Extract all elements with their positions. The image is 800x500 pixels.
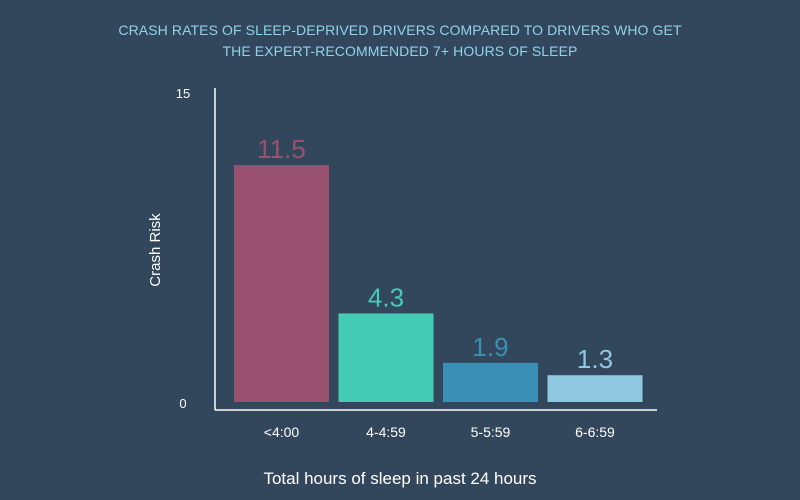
x-axis-label: Total hours of sleep in past 24 hours [263,469,536,488]
bar-1 [234,165,329,402]
y-tick-label-max: 15 [176,86,190,101]
x-tick-label-1: <4:00 [264,424,300,440]
bar-4 [547,375,643,402]
bars-group: 11.5 <4:00 4.3 4-4:59 1.9 5-5:59 1.3 6-6:59 [234,134,643,440]
x-tick-label-4: 6-6:59 [575,424,615,440]
chart-title: CRASH RATES OF SLEEP-DEPRIVED DRIVERS CO… [0,20,800,62]
bar-2 [338,313,434,402]
y-axis-label: Crash Risk [147,213,164,287]
chart-title-line-2: THE EXPERT-RECOMMENDED 7+ HOURS OF SLEEP [222,43,578,59]
bar-value-label-3: 1.9 [472,332,508,362]
x-tick-label-2: 4-4:59 [366,424,406,440]
bar-value-label-1: 11.5 [257,134,306,164]
y-tick-label-min: 0 [179,396,186,411]
bar-value-label-2: 4.3 [368,282,404,312]
bar-value-label-4: 1.3 [577,344,613,374]
x-tick-label-3: 5-5:59 [471,424,511,440]
bar-3 [443,362,538,402]
chart-title-line-1: CRASH RATES OF SLEEP-DEPRIVED DRIVERS CO… [118,22,682,38]
